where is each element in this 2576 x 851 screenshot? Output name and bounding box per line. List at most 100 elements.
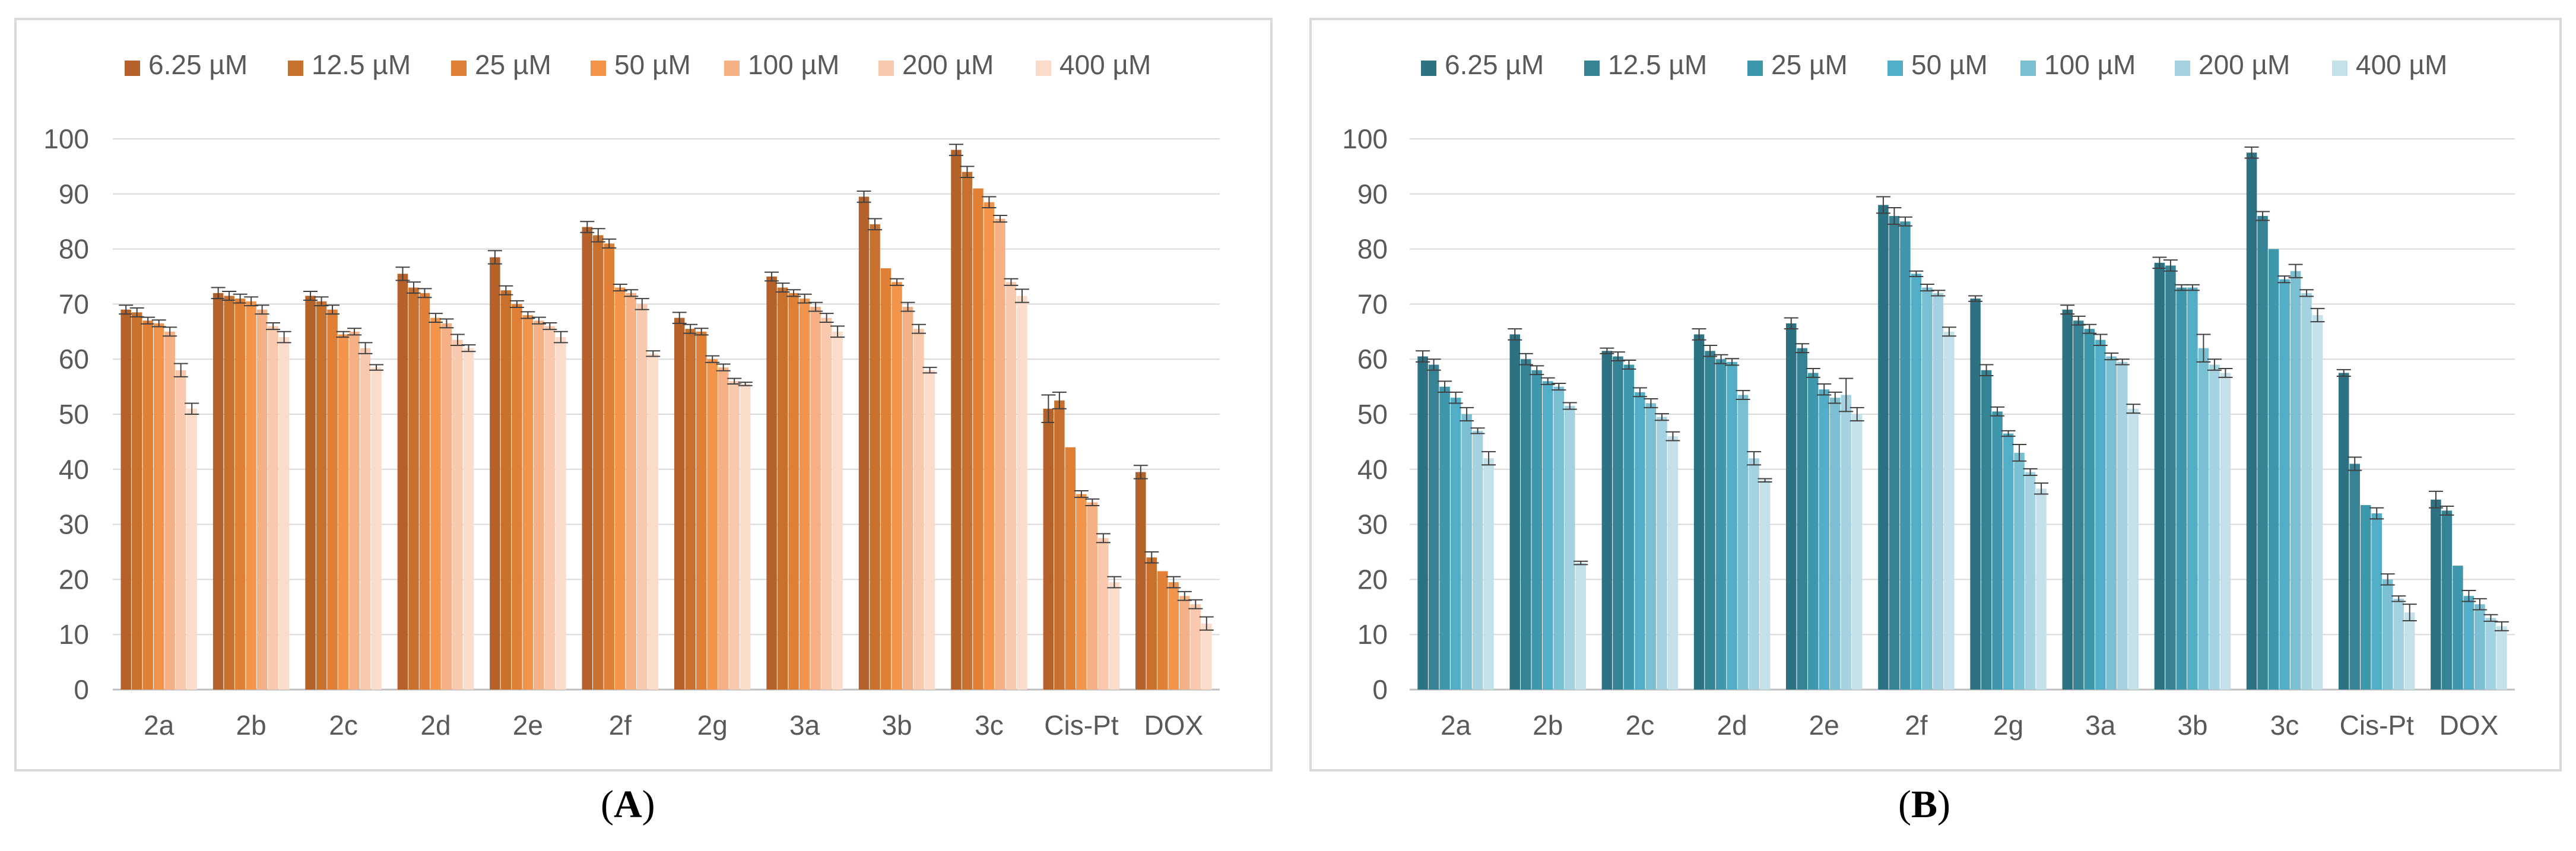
chart-a-legend-label: 100 µM	[748, 49, 839, 80]
chart-b-bar	[2371, 513, 2382, 690]
chart-b-bar	[2209, 364, 2220, 690]
chart-b-bar	[1889, 215, 1900, 690]
chart-a-bar	[674, 317, 685, 690]
chart-a-category-label: 2e	[513, 710, 543, 741]
chart-b-bar	[1575, 563, 1586, 690]
chart-a-bar	[1005, 282, 1017, 690]
chart-b-bar	[1808, 373, 1819, 690]
chart-b-bar	[2165, 265, 2176, 690]
chart-b-bar	[2128, 408, 2139, 690]
chart-a-legend-label: 400 µM	[1059, 49, 1151, 80]
chart-a-bar	[1168, 582, 1179, 690]
chart-b-bar	[1944, 331, 1955, 690]
chart-b-legend-label: 6.25 µM	[1445, 49, 1544, 80]
chart-b-bar	[1667, 436, 1679, 690]
chart-b-y-tick-label: 50	[1357, 399, 1388, 430]
chart-a-bar	[740, 383, 751, 690]
chart-a-bar	[534, 320, 544, 690]
chart-b-bar	[2301, 293, 2312, 690]
chart-b-bar	[2154, 262, 2165, 690]
chart-b-bar	[2014, 452, 2025, 690]
chart-b-bar	[2383, 579, 2393, 690]
chart-b-bar	[1852, 414, 1863, 690]
chart-b-bar	[1878, 205, 1889, 690]
chart-a-bar	[604, 243, 615, 690]
chart-a-bar	[821, 317, 832, 690]
chart-b-legend-label: 25 µM	[1771, 49, 1848, 80]
chart-a-bar	[858, 196, 870, 690]
chart-a-category-label: 2d	[420, 710, 451, 741]
chart-a-legend-label: 200 µM	[902, 49, 994, 80]
chart-b-bar	[2453, 566, 2463, 690]
chart-a-bar	[1098, 538, 1109, 690]
chart-b-bar	[1439, 386, 1450, 690]
chart-a-bar	[729, 381, 740, 690]
chart-b-y-tick-label: 10	[1357, 619, 1388, 650]
chart-a-legend-label: 25 µM	[475, 49, 551, 80]
chart-b-bar	[1613, 356, 1623, 690]
chart-b-bar	[1428, 364, 1439, 690]
chart-a-bar	[951, 150, 962, 690]
chart-a-bar	[131, 312, 142, 690]
chart-a-bar	[419, 293, 430, 690]
chart-a-bar	[995, 218, 1005, 690]
chart-a-bar	[246, 301, 256, 690]
chart-a-bar	[556, 337, 566, 690]
chart-a-category-label: Cis-Pt	[1044, 710, 1118, 741]
chart-b-bar	[1553, 386, 1564, 690]
chart-a-bar	[120, 309, 131, 690]
chart-a-legend-label: 50 µM	[614, 49, 691, 80]
chart-a-bar	[463, 348, 474, 690]
chart-b-bar	[1472, 430, 1483, 690]
chart-a-bar	[268, 326, 278, 690]
chart-b-bar	[2268, 249, 2279, 690]
chart-b-bar	[1819, 389, 1829, 690]
chart-b-category-label: Cis-Pt	[2340, 710, 2414, 741]
chart-a-bar	[984, 202, 995, 690]
chart-a-legend-swatch	[125, 61, 140, 76]
chart-b-y-tick-label: 60	[1357, 344, 1388, 374]
chart-a-legend-swatch	[451, 61, 467, 76]
chart-b-bar	[2198, 348, 2209, 690]
chart-a-bar	[902, 307, 913, 690]
chart-b-bar	[2095, 339, 2106, 690]
chart-b-legend-label: 100 µM	[2044, 49, 2136, 80]
chart-a-bar	[452, 339, 463, 690]
chart-b-legend-swatch	[1421, 61, 1436, 76]
chart-b-legend-label: 400 µM	[2356, 49, 2447, 80]
chart-b-bar	[1786, 323, 1797, 690]
chart-a-bar	[142, 320, 153, 690]
chart-b-bar	[2441, 510, 2453, 690]
chart-a-bar	[397, 274, 408, 690]
chart-b-y-tick-label: 30	[1357, 509, 1388, 540]
chart-a-category-label: 2f	[609, 710, 632, 741]
chart-b-category-label: 2e	[1809, 710, 1839, 741]
chart-b-bar	[1933, 293, 1944, 690]
chart-a-bar	[327, 309, 338, 690]
chart-a-bar	[832, 331, 843, 690]
chart-a-bar	[278, 337, 290, 690]
chart-a-bar	[1076, 494, 1087, 690]
chart-b-bar	[1623, 364, 1635, 690]
chart-b-y-tick-label: 40	[1357, 454, 1388, 485]
chart-b-y-tick-label: 70	[1357, 288, 1388, 319]
chart-b-bar	[1565, 406, 1575, 690]
chart-b-bar	[2312, 315, 2323, 690]
chart-a-bar	[544, 326, 556, 690]
chart-a-bar	[685, 329, 696, 690]
chart-a-bar	[892, 282, 902, 690]
chart-a-bar	[880, 268, 892, 690]
chart-a-bar	[305, 296, 316, 690]
chart-a-bar	[164, 331, 175, 690]
chart-b-bar	[2106, 356, 2117, 690]
chart-b-legend-swatch	[2020, 61, 2036, 76]
chart-b-bar	[1981, 370, 1992, 690]
chart-a-legend-label: 6.25 µM	[148, 49, 248, 80]
chart-b-legend-swatch	[1584, 61, 1600, 76]
chart-b-legend-swatch	[1887, 61, 1903, 76]
chart-b-bar	[2349, 463, 2360, 690]
chart-a-bar	[1157, 571, 1168, 690]
chart-b-bar	[2176, 287, 2187, 690]
chart-b-bar	[1922, 287, 1933, 690]
